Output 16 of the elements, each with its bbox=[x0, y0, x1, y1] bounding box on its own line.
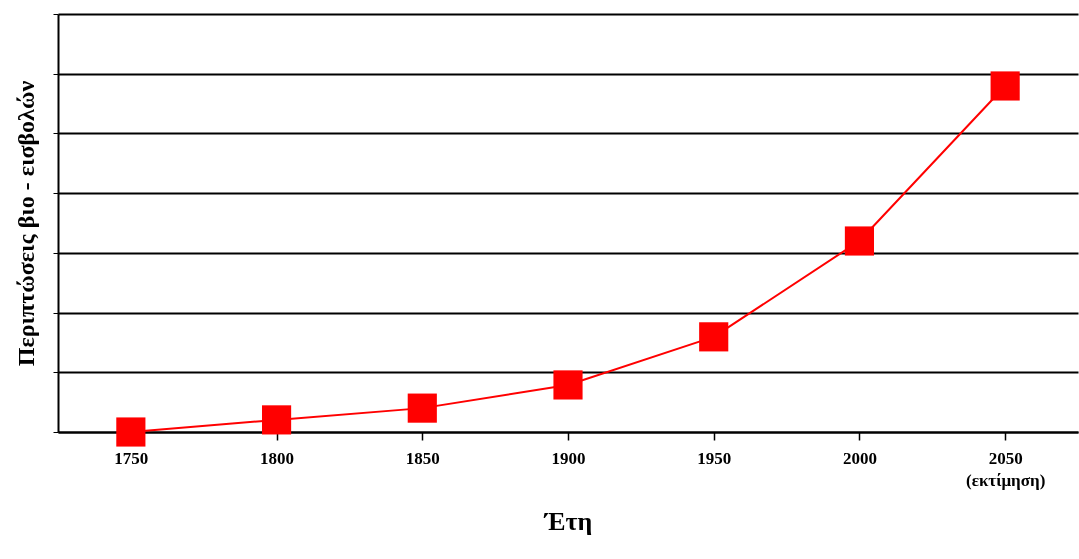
x-tick-label: 2000 bbox=[842, 448, 877, 468]
point bbox=[990, 71, 1020, 101]
x-tick-label: 1850 bbox=[405, 448, 440, 468]
x-tick-label: 2050 (εκτίμηση) bbox=[965, 448, 1046, 490]
x-tick-label: 1900 bbox=[551, 448, 586, 468]
point bbox=[261, 405, 292, 435]
x-tick-label: 1750 bbox=[114, 448, 149, 468]
y-axis-title: Περιπτώσεις βιο - εισβολών bbox=[13, 80, 39, 367]
x-tick-label: 1950 bbox=[697, 448, 732, 468]
point bbox=[116, 417, 146, 447]
point bbox=[699, 322, 729, 352]
point bbox=[844, 226, 875, 256]
point bbox=[407, 393, 437, 423]
point bbox=[553, 370, 583, 400]
x-tick-label: 1800 bbox=[260, 448, 295, 468]
x-axis-title: Έτη bbox=[542, 506, 593, 536]
